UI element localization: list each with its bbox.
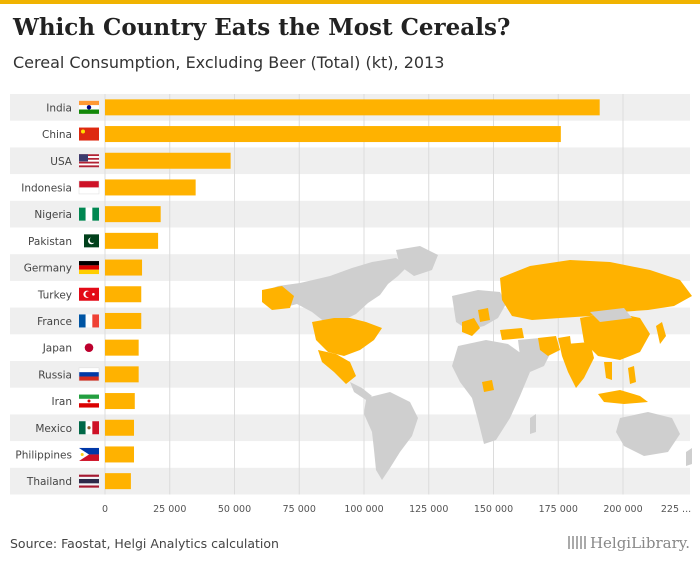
category-label: Nigeria (34, 209, 72, 221)
category-label: Iran (51, 396, 72, 408)
bar-usa (105, 152, 231, 169)
germany-flag-icon (79, 261, 99, 275)
iran-flag-icon (79, 394, 99, 408)
map-greenland (396, 246, 438, 276)
x-tick-label: 225 ... (661, 504, 691, 515)
bar-nigeria (105, 206, 161, 223)
bar-mexico (105, 419, 135, 436)
map-russia-highlight (500, 260, 692, 320)
category-label: Japan (42, 343, 72, 355)
x-tick-label: 200 000 (603, 504, 642, 515)
x-tick-label: 25 000 (153, 504, 186, 515)
map-france-highlight (462, 318, 480, 336)
x-tick-label: 50 000 (218, 504, 251, 515)
bar-france (105, 312, 142, 329)
x-tick-label: 125 000 (409, 504, 448, 515)
map-mexico-highlight (318, 350, 356, 384)
map-turkey-highlight (500, 328, 524, 340)
world-map-illustration (262, 246, 692, 480)
x-tick-label: 150 000 (474, 504, 513, 515)
map-new-zealand (686, 448, 692, 466)
france-flag-icon (79, 314, 99, 328)
x-tick-label: 175 000 (539, 504, 578, 515)
x-tick-label: 0 (102, 504, 108, 515)
map-philippines-highlight (628, 366, 636, 384)
map-australia (616, 412, 680, 456)
x-tick-label: 100 000 (344, 504, 383, 515)
bar-indonesia (105, 179, 196, 196)
bar-pakistan (105, 232, 159, 249)
mexico-flag-icon (79, 421, 99, 435)
category-label: Russia (38, 369, 72, 381)
indonesia-flag-icon (78, 180, 100, 195)
x-tick-label: 75 000 (283, 504, 316, 515)
nigeria-flag-icon (79, 207, 99, 221)
category-label: Mexico (35, 423, 72, 435)
bar-india (105, 99, 600, 116)
category-label: France (37, 316, 72, 328)
category-label: Turkey (37, 289, 72, 301)
library-logo-icon (567, 536, 586, 549)
category-label: USA (50, 156, 73, 168)
chart-subtitle: Cereal Consumption, Excluding Beer (Tota… (13, 53, 445, 72)
map-china-highlight (580, 312, 650, 360)
bar-russia (105, 366, 139, 383)
top-accent-bar (0, 0, 700, 4)
category-label: India (46, 102, 72, 114)
china-flag-icon (79, 127, 99, 141)
russia-flag-icon (78, 367, 100, 382)
map-usa-highlight (312, 318, 382, 356)
bar-china (105, 126, 561, 143)
category-label: Philippines (15, 449, 72, 461)
map-mongolia (590, 308, 632, 322)
map-japan-highlight (656, 322, 666, 344)
japan-flag-icon (79, 341, 99, 355)
category-label: China (42, 129, 72, 141)
category-label: Pakistan (28, 236, 72, 248)
pakistan-flag-icon (79, 234, 99, 248)
map-nigeria-highlight (482, 380, 494, 392)
bar-iran (105, 393, 135, 410)
bar-japan (105, 339, 139, 356)
source-note: Source: Faostat, Helgi Analytics calcula… (10, 536, 279, 551)
india-flag-icon (79, 100, 99, 114)
map-india-highlight (562, 342, 594, 388)
category-label: Indonesia (21, 182, 72, 194)
bar-turkey (105, 286, 142, 303)
map-south-america (364, 392, 418, 480)
bar-germany (105, 259, 143, 276)
logo-text: HelgiLibrary. (589, 534, 690, 552)
turkey-flag-icon (79, 287, 99, 301)
map-indonesia-highlight (598, 390, 648, 404)
map-africa (452, 340, 530, 444)
map-thailand-highlight (604, 362, 612, 380)
category-label: Germany (24, 263, 72, 275)
map-iran-highlight (538, 336, 560, 356)
map-madagascar (530, 414, 536, 434)
chart-title: Which Country Eats the Most Cereals? (13, 14, 511, 41)
usa-flag-icon (79, 154, 99, 168)
map-alaska-highlight (262, 286, 294, 310)
map-central-america (350, 382, 372, 400)
philippines-flag-icon (79, 447, 99, 461)
thailand-flag-icon (79, 474, 99, 488)
category-label: Thailand (26, 476, 72, 488)
map-germany-highlight (478, 308, 490, 322)
helgi-library-logo[interactable]: HelgiLibrary. (567, 534, 690, 552)
map-north-america (262, 258, 408, 323)
bar-philippines (105, 446, 135, 463)
bar-thailand (105, 473, 131, 490)
